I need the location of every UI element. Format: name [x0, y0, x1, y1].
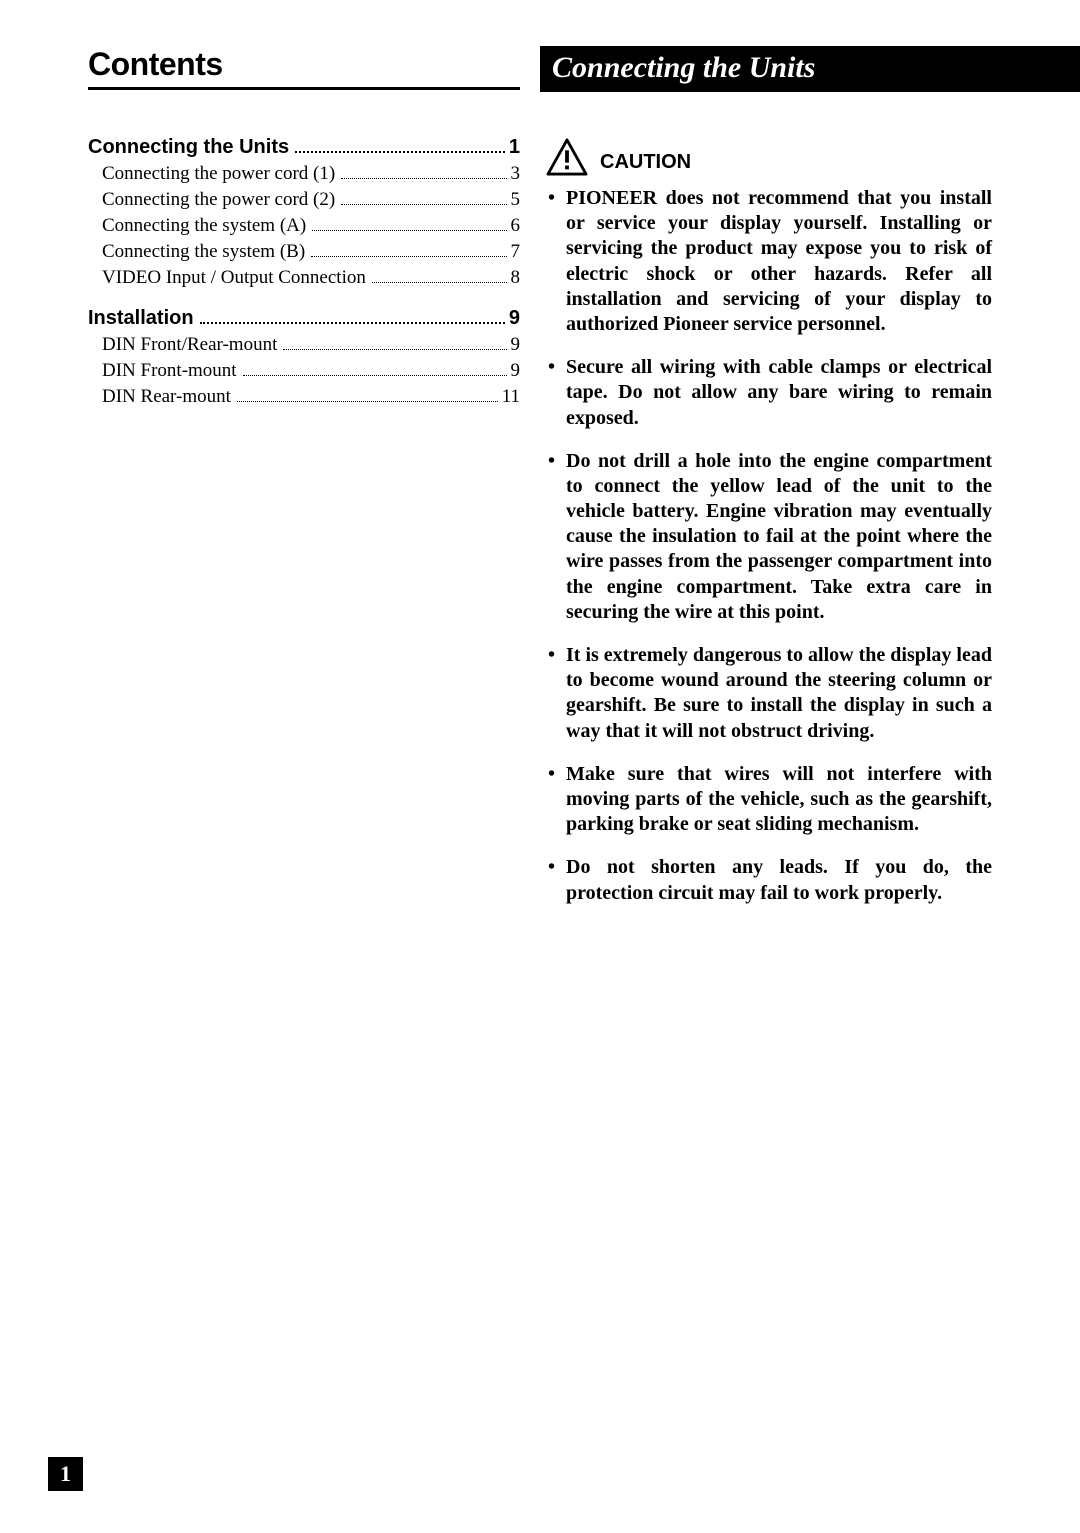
toc-item: Connecting the system (B) 7	[102, 241, 520, 263]
toc-leader-dots	[237, 401, 498, 402]
toc-item: Connecting the system (A) 6	[102, 215, 520, 237]
toc-section-label: Installation	[88, 307, 194, 330]
page-number: 1	[48, 1457, 83, 1491]
toc-item: Connecting the power cord (2) 5	[102, 189, 520, 211]
toc-leader-dots	[283, 349, 506, 350]
toc-item-label: DIN Front/Rear-mount	[102, 334, 277, 356]
right-column: Connecting the Units CAUTION PIONEER doe…	[560, 46, 992, 924]
caution-bullet: PIONEER does not recommend that you inst…	[546, 186, 992, 337]
toc-item-label: Connecting the system (A)	[102, 215, 306, 237]
toc-item-page: 9	[511, 360, 521, 382]
caution-bullet-list: PIONEER does not recommend that you inst…	[546, 186, 992, 906]
caution-bullet: It is extremely dangerous to allow the d…	[546, 643, 992, 744]
toc-section-label: Connecting the Units	[88, 136, 289, 159]
toc-leader-dots	[243, 375, 507, 376]
caution-bullet: Do not shorten any leads. If you do, the…	[546, 855, 992, 905]
toc-leader-dots	[312, 230, 506, 231]
toc-leader-dots	[341, 178, 506, 179]
caution-label: CAUTION	[600, 151, 691, 176]
toc-leader-dots	[341, 204, 506, 205]
contents-heading: Contents	[88, 46, 520, 90]
toc-item-label: Connecting the system (B)	[102, 241, 305, 263]
toc-item: DIN Front-mount 9	[102, 360, 520, 382]
toc-item-page: 6	[511, 215, 521, 237]
toc-item: DIN Front/Rear-mount 9	[102, 334, 520, 356]
caution-header: CAUTION	[546, 138, 992, 176]
toc-section-page: 9	[509, 307, 520, 330]
caution-bullet: Do not drill a hole into the engine comp…	[546, 449, 992, 625]
section-title: Connecting the Units	[552, 51, 1068, 85]
left-column: Contents Connecting the Units 1 Connecti…	[88, 46, 520, 924]
toc-leader-dots	[200, 322, 505, 324]
toc-leader-dots	[372, 282, 507, 283]
section-title-bar: Connecting the Units	[540, 46, 1080, 92]
toc-leader-dots	[311, 256, 506, 257]
toc-item-label: DIN Front-mount	[102, 360, 237, 382]
toc-item-page: 5	[511, 189, 521, 211]
toc-item-page: 8	[511, 267, 521, 289]
toc-item-page: 7	[511, 241, 521, 263]
toc-item: Connecting the power cord (1) 3	[102, 163, 520, 185]
toc-item-label: Connecting the power cord (2)	[102, 189, 335, 211]
toc-item-page: 9	[511, 334, 521, 356]
toc-item-page: 11	[502, 386, 520, 408]
toc-section-page: 1	[509, 136, 520, 159]
toc-item-page: 3	[511, 163, 521, 185]
toc-section: Installation 9	[88, 307, 520, 330]
caution-icon	[546, 138, 588, 176]
toc-item: DIN Rear-mount 11	[102, 386, 520, 408]
toc-item-label: Connecting the power cord (1)	[102, 163, 335, 185]
toc-item: VIDEO Input / Output Connection 8	[102, 267, 520, 289]
toc-section: Connecting the Units 1	[88, 136, 520, 159]
toc-leader-dots	[295, 151, 505, 153]
caution-bullet: Make sure that wires will not interfere …	[546, 762, 992, 838]
caution-bullet: Secure all wiring with cable clamps or e…	[546, 355, 992, 431]
toc-item-label: DIN Rear-mount	[102, 386, 231, 408]
toc-item-label: VIDEO Input / Output Connection	[102, 267, 366, 289]
